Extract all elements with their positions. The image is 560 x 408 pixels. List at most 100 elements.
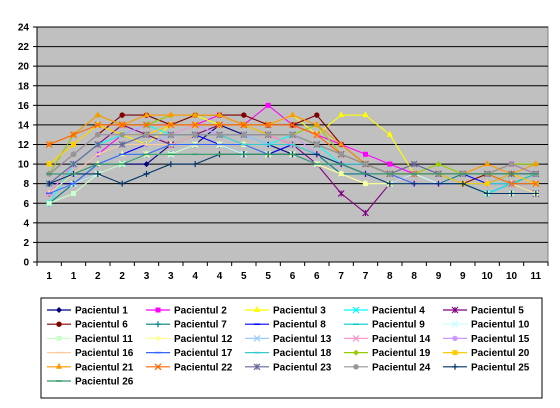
legend-label: Pacientul 24 (372, 362, 431, 373)
data-point (289, 121, 296, 129)
legend-label: Pacientul 20 (471, 348, 530, 359)
data-point (410, 160, 418, 168)
legend-label: Pacientul 9 (372, 320, 425, 331)
data-point (362, 111, 369, 118)
data-point (313, 131, 321, 139)
y-tick-label: 22 (18, 42, 30, 53)
legend-item: Pacientul 14 (344, 334, 431, 345)
y-tick-label: 4 (23, 218, 29, 229)
data-point (240, 121, 248, 129)
legend-item: Pacientul 5 (443, 306, 524, 317)
x-tick-label: 10 (506, 271, 518, 282)
legend-item: Pacientul 6 (47, 320, 128, 331)
data-point (411, 180, 418, 187)
data-point (94, 170, 101, 177)
data-point (508, 180, 515, 188)
data-point (484, 190, 491, 197)
legend-item: Pacientul 18 (245, 348, 332, 359)
data-point (435, 180, 442, 187)
y-tick-label: 12 (18, 140, 30, 151)
x-tick-label: 5 (241, 271, 247, 282)
data-point (70, 151, 77, 157)
x-tick-label: 5 (265, 271, 271, 282)
legend-swatch-marker (56, 321, 62, 327)
y-tick-label: 18 (18, 81, 30, 92)
legend-label: Pacientul 13 (273, 334, 332, 345)
legend-item: Pacientul 11 (47, 334, 133, 345)
data-point (45, 141, 53, 148)
data-point (70, 160, 77, 168)
legend-swatch-marker (353, 364, 359, 370)
data-point (71, 190, 76, 196)
data-point (532, 180, 540, 188)
data-point (241, 112, 247, 118)
legend-label: Pacientul 11 (75, 334, 133, 345)
x-tick-label: 2 (95, 271, 101, 282)
data-point (95, 132, 101, 138)
data-point (46, 140, 53, 147)
legend-item: Pacientul 15 (443, 334, 530, 345)
legend-item: Pacientul 25 (443, 362, 530, 373)
legend-swatch-marker (352, 306, 360, 314)
data-point (484, 181, 490, 187)
legend-label: Pacientul 19 (372, 348, 431, 359)
legend-swatch-marker (452, 350, 458, 356)
legend-label: Pacientul 1 (75, 306, 128, 317)
data-point (265, 102, 271, 108)
x-tick-label: 1 (71, 271, 77, 282)
series-26 (46, 153, 539, 175)
legend-label: Pacientul 23 (273, 362, 332, 373)
legend-label: Pacientul 15 (471, 334, 530, 345)
data-point (143, 161, 150, 168)
data-point (143, 121, 150, 129)
x-tick-label: 6 (290, 271, 296, 282)
legend-swatch-marker (451, 320, 459, 328)
legend-swatch-marker (352, 334, 360, 342)
data-point (118, 121, 126, 129)
x-tick-label: 8 (387, 271, 393, 282)
data-point (94, 141, 102, 148)
legend-swatch-marker (353, 349, 359, 356)
x-tick-label: 7 (338, 271, 344, 282)
data-point (119, 180, 126, 187)
data-point (313, 151, 320, 158)
data-point (362, 161, 369, 167)
data-point (313, 130, 320, 137)
data-point (167, 161, 174, 168)
x-tick-label: 11 (531, 271, 542, 282)
data-point (192, 132, 198, 138)
data-point (118, 141, 126, 148)
data-point (289, 132, 296, 138)
data-point (143, 170, 150, 177)
x-tick-label: 2 (119, 271, 125, 282)
legend-swatch-marker (451, 306, 459, 314)
data-point (143, 111, 150, 118)
legend-item: Pacientul 26 (47, 377, 134, 388)
legend-label: Pacientul 18 (273, 348, 332, 359)
legend-label: Pacientul 6 (75, 320, 128, 331)
data-point (192, 161, 199, 168)
legend-label: Pacientul 22 (174, 362, 233, 373)
data-point (70, 131, 77, 139)
data-point (167, 111, 174, 118)
legend-item: Pacientul 3 (245, 306, 326, 317)
data-point (508, 161, 515, 167)
legend-label: Pacientul 3 (273, 306, 326, 317)
data-point (484, 160, 491, 167)
legend-label: Pacientul 12 (174, 334, 233, 345)
data-point (168, 132, 174, 138)
data-point (289, 111, 296, 118)
data-point (338, 140, 345, 147)
data-point (265, 132, 271, 138)
data-point (216, 121, 223, 129)
data-point (387, 161, 393, 167)
legend-box (40, 297, 543, 399)
legend-label: Pacientul 2 (174, 306, 227, 317)
data-point (46, 180, 53, 187)
legend-swatch-marker (253, 363, 261, 371)
data-point (191, 121, 199, 129)
data-point (143, 132, 150, 138)
data-point (71, 142, 76, 147)
